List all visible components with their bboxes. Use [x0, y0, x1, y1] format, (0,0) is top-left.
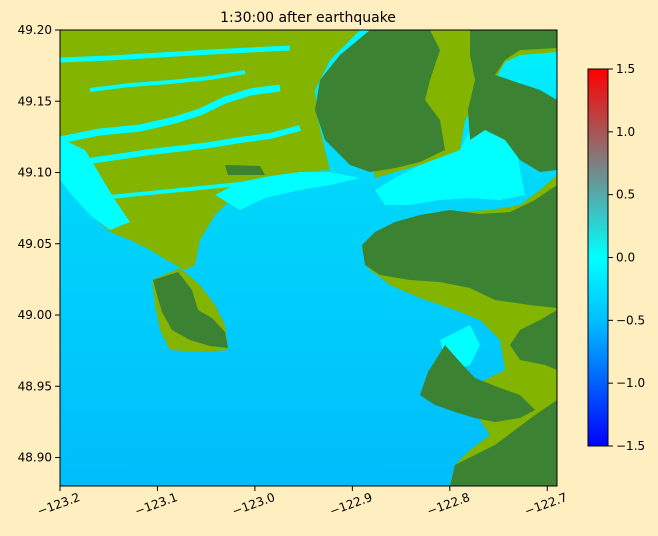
- x-tick-label: −123.0: [230, 490, 277, 518]
- colorbar-gradient: [587, 68, 609, 447]
- y-tick-label: 49.20: [18, 23, 52, 37]
- colorbar-tick-label: 0.5: [616, 188, 635, 202]
- y-tick-label: 49.15: [18, 94, 52, 108]
- land-tsawwassen-upland: [153, 272, 228, 348]
- y-axis: 48.90 48.95 49.00 49.05 49.10 49.15 49.20: [18, 23, 60, 465]
- colorbar-tick-label: 1.0: [616, 125, 635, 139]
- y-tick-label: 48.90: [18, 451, 52, 465]
- colorbar-tick-label: −1.0: [616, 376, 645, 390]
- x-tick-label: −122.8: [425, 490, 472, 518]
- x-tick-label: −122.7: [523, 490, 570, 518]
- colorbar-tick-label: 1.5: [616, 62, 635, 76]
- land-blaine-upland: [420, 345, 535, 422]
- land-surrey-upland: [315, 30, 445, 172]
- x-axis: −123.2 −123.1 −123.0 −122.9 −122.8 −122.7: [35, 486, 569, 518]
- x-tick-label: −122.9: [328, 490, 375, 518]
- land-southeast-upland: [510, 310, 557, 370]
- land-delta-patch: [225, 165, 265, 175]
- y-tick-label: 48.95: [18, 379, 52, 393]
- land-northeast-upland: [468, 30, 557, 172]
- plot-area: [60, 30, 557, 486]
- plot-frame: [59, 29, 558, 487]
- colorbar-tick-label: −0.5: [616, 313, 645, 327]
- chart-title: 1:30:00 after earthquake: [220, 10, 396, 26]
- inundated-lowland-2: [215, 172, 360, 210]
- inundated-lowland: [60, 138, 130, 230]
- y-tick-label: 49.05: [18, 237, 52, 251]
- channel-mid: [89, 70, 246, 92]
- colorbar-tick-label: 0.0: [616, 251, 635, 265]
- colorbar-tick-label: −1.5: [616, 439, 645, 453]
- colorbar-ticks: −1.5 −1.0 −0.5 0.0 0.5 1.0 1.5: [608, 62, 645, 453]
- land-delta: [60, 30, 360, 270]
- fraser-river-main-arm: [60, 125, 301, 168]
- x-tick-label: −123.1: [133, 490, 180, 518]
- land-south-upland: [450, 400, 557, 486]
- land-white-rock-upland: [362, 185, 557, 308]
- colorbar: −1.5 −1.0 −0.5 0.0 0.5 1.0 1.5: [587, 62, 645, 453]
- y-tick-label: 49.00: [18, 308, 52, 322]
- y-tick-label: 49.10: [18, 166, 52, 180]
- channel-upper: [60, 45, 291, 63]
- fraser-river-north-arm: [60, 84, 281, 144]
- x-tick-label: −123.2: [35, 490, 82, 518]
